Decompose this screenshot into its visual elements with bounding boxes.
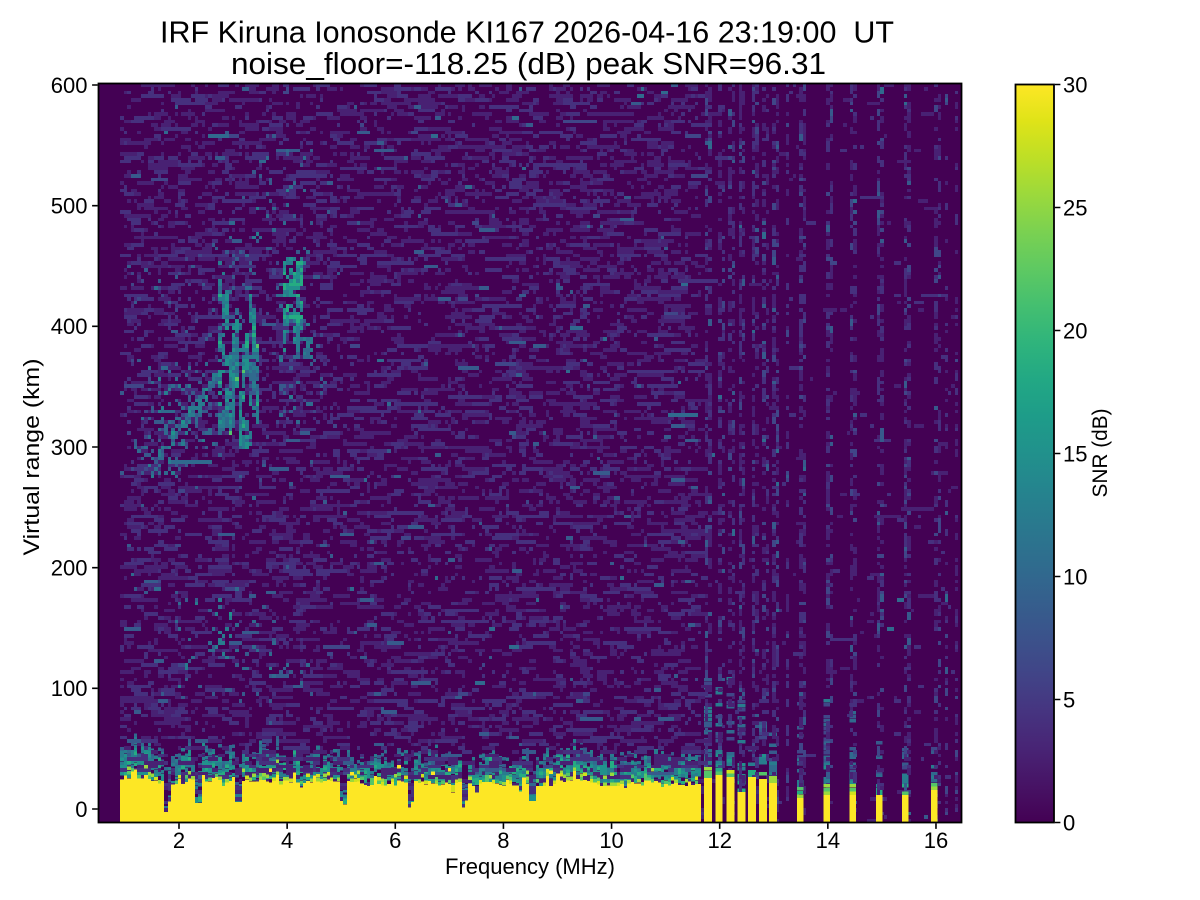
- svg-text:20: 20: [1063, 318, 1087, 343]
- svg-text:200: 200: [51, 555, 88, 580]
- svg-text:10: 10: [599, 828, 623, 853]
- svg-text:500: 500: [51, 193, 88, 218]
- svg-text:SNR (dB): SNR (dB): [1088, 409, 1112, 498]
- svg-text:15: 15: [1063, 441, 1087, 466]
- svg-text:30: 30: [1063, 72, 1087, 97]
- svg-text:0: 0: [75, 797, 87, 822]
- svg-text:Frequency (MHz): Frequency (MHz): [445, 854, 615, 879]
- svg-text:600: 600: [51, 73, 88, 98]
- svg-text:2: 2: [173, 828, 185, 853]
- svg-text:6: 6: [389, 828, 401, 853]
- svg-text:14: 14: [816, 828, 840, 853]
- svg-text:12: 12: [707, 828, 731, 853]
- svg-text:25: 25: [1063, 195, 1087, 220]
- svg-text:4: 4: [281, 828, 293, 853]
- svg-text:8: 8: [497, 828, 509, 853]
- svg-text:Virtual range (km): Virtual range (km): [19, 359, 44, 556]
- svg-text:noise_floor=-118.25 (dB) peak: noise_floor=-118.25 (dB) peak SNR=96.31: [231, 47, 826, 81]
- svg-text:100: 100: [51, 676, 88, 701]
- svg-text:0: 0: [1063, 810, 1075, 835]
- svg-text:400: 400: [51, 314, 88, 339]
- svg-text:300: 300: [51, 435, 88, 460]
- svg-text:10: 10: [1063, 564, 1087, 589]
- svg-text:5: 5: [1063, 687, 1075, 712]
- svg-text:16: 16: [924, 828, 948, 853]
- svg-text:IRF Kiruna Ionosonde KI167 202: IRF Kiruna Ionosonde KI167 2026-04-16 23…: [160, 16, 894, 50]
